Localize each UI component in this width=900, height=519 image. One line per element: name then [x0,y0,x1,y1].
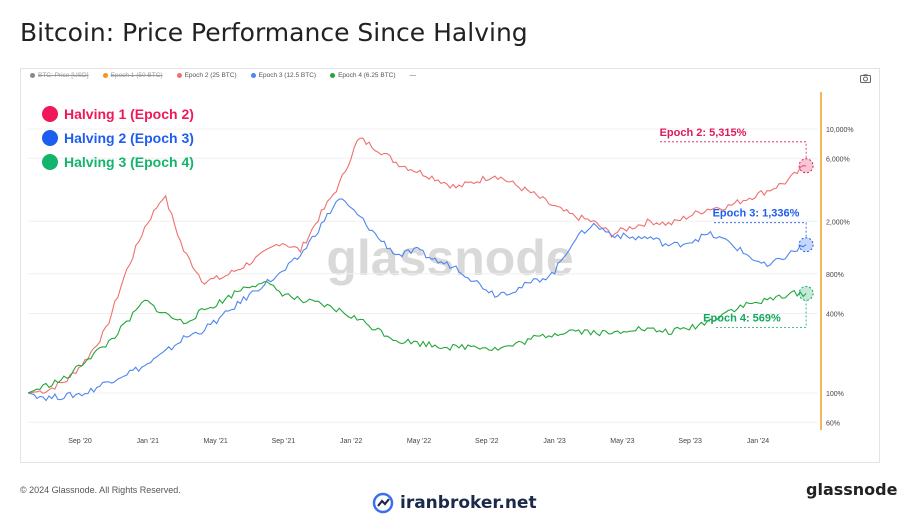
broker-brand: iranbroker.net [372,492,537,514]
halving-2-label: Halving 2 (Epoch 3) [42,130,194,146]
legend-swatch-icon [102,73,108,78]
annotation-connector [714,222,807,238]
legend-item-epoch-3[interactable]: Epoch 3 (12.5 BTC) [250,72,317,79]
camera-icon[interactable] [860,74,871,86]
y-tick-label: 2,000% [826,219,850,226]
y-tick-label: 100% [826,391,844,398]
legend-item-epoch-1[interactable]: Epoch 1 (50 BTC) [102,72,163,79]
x-tick-label: Jan '21 [137,438,159,445]
legend-label: Epoch 4 (6.25 BTC) [338,72,396,79]
x-tick-label: Jan '23 [543,438,565,445]
legend-swatch-icon [176,73,182,78]
legend-item-btc-price[interactable]: BTC: Price [USD] [30,72,89,79]
annotation-connector [716,300,807,328]
legend-label: BTC: Price [USD] [38,72,89,79]
legend-label: Epoch 1 (50 BTC) [110,72,163,79]
series-line-4 [27,281,807,394]
end-marker-epoch-3 [798,237,814,253]
legend-item-epoch-4[interactable]: Epoch 4 (6.25 BTC) [330,72,396,79]
y-tick-label: 6,000% [826,156,850,163]
footer-copyright: © 2024 Glassnode. All Rights Reserved. [20,485,181,495]
end-marker-epoch-4 [798,285,814,301]
x-tick-label: Sep '20 [68,438,92,445]
halving-1-label: Halving 1 (Epoch 2) [42,106,194,122]
legend-label: Epoch 3 (12.5 BTC) [258,72,317,79]
legend-swatch-icon [250,73,256,78]
x-tick-label: May '22 [407,438,431,445]
x-tick-label: May '21 [203,438,227,445]
annotation-connector [660,141,807,159]
legend: BTC: Price [USD] Epoch 1 (50 BTC) Epoch … [30,72,416,79]
y-tick-label: 800% [826,272,844,279]
halving-1-dot-icon [42,106,58,122]
x-tick-label: May '23 [610,438,634,445]
legend-item-epoch-2[interactable]: Epoch 2 (25 BTC) [176,72,237,79]
y-tick-label: 400% [826,312,844,319]
legend-label: Epoch 2 (25 BTC) [184,72,237,79]
x-tick-label: Sep '21 [272,438,296,445]
series-line-2 [27,137,807,395]
legend-more[interactable]: — [409,72,417,79]
series-line-3 [27,198,807,402]
halving-2-dot-icon [42,130,58,146]
chart-frame [20,68,880,463]
y-tick-label: 10,000% [826,127,854,134]
legend-swatch-icon [30,73,35,78]
footer-brand: glassnode [806,480,898,499]
y-tick-label: 60% [826,420,840,427]
broker-logo-icon [372,492,394,514]
annotation-epoch-4: Epoch 4: 569% [703,312,781,324]
halving-3-dot-icon [42,154,58,170]
end-marker-epoch-2 [798,158,814,174]
legend-swatch-icon [330,73,336,78]
chart-title: Bitcoin: Price Performance Since Halving [20,18,528,47]
halving-3-label: Halving 3 (Epoch 4) [42,154,194,170]
x-tick-label: Jan '24 [747,438,769,445]
annotation-epoch-3: Epoch 3: 1,336% [713,208,800,220]
watermark: glassnode [326,230,573,286]
annotation-epoch-2: Epoch 2: 5,315% [660,127,747,139]
x-tick-label: Jan '22 [340,438,362,445]
x-tick-label: Sep '22 [475,438,499,445]
x-tick-label: Sep '23 [678,438,702,445]
